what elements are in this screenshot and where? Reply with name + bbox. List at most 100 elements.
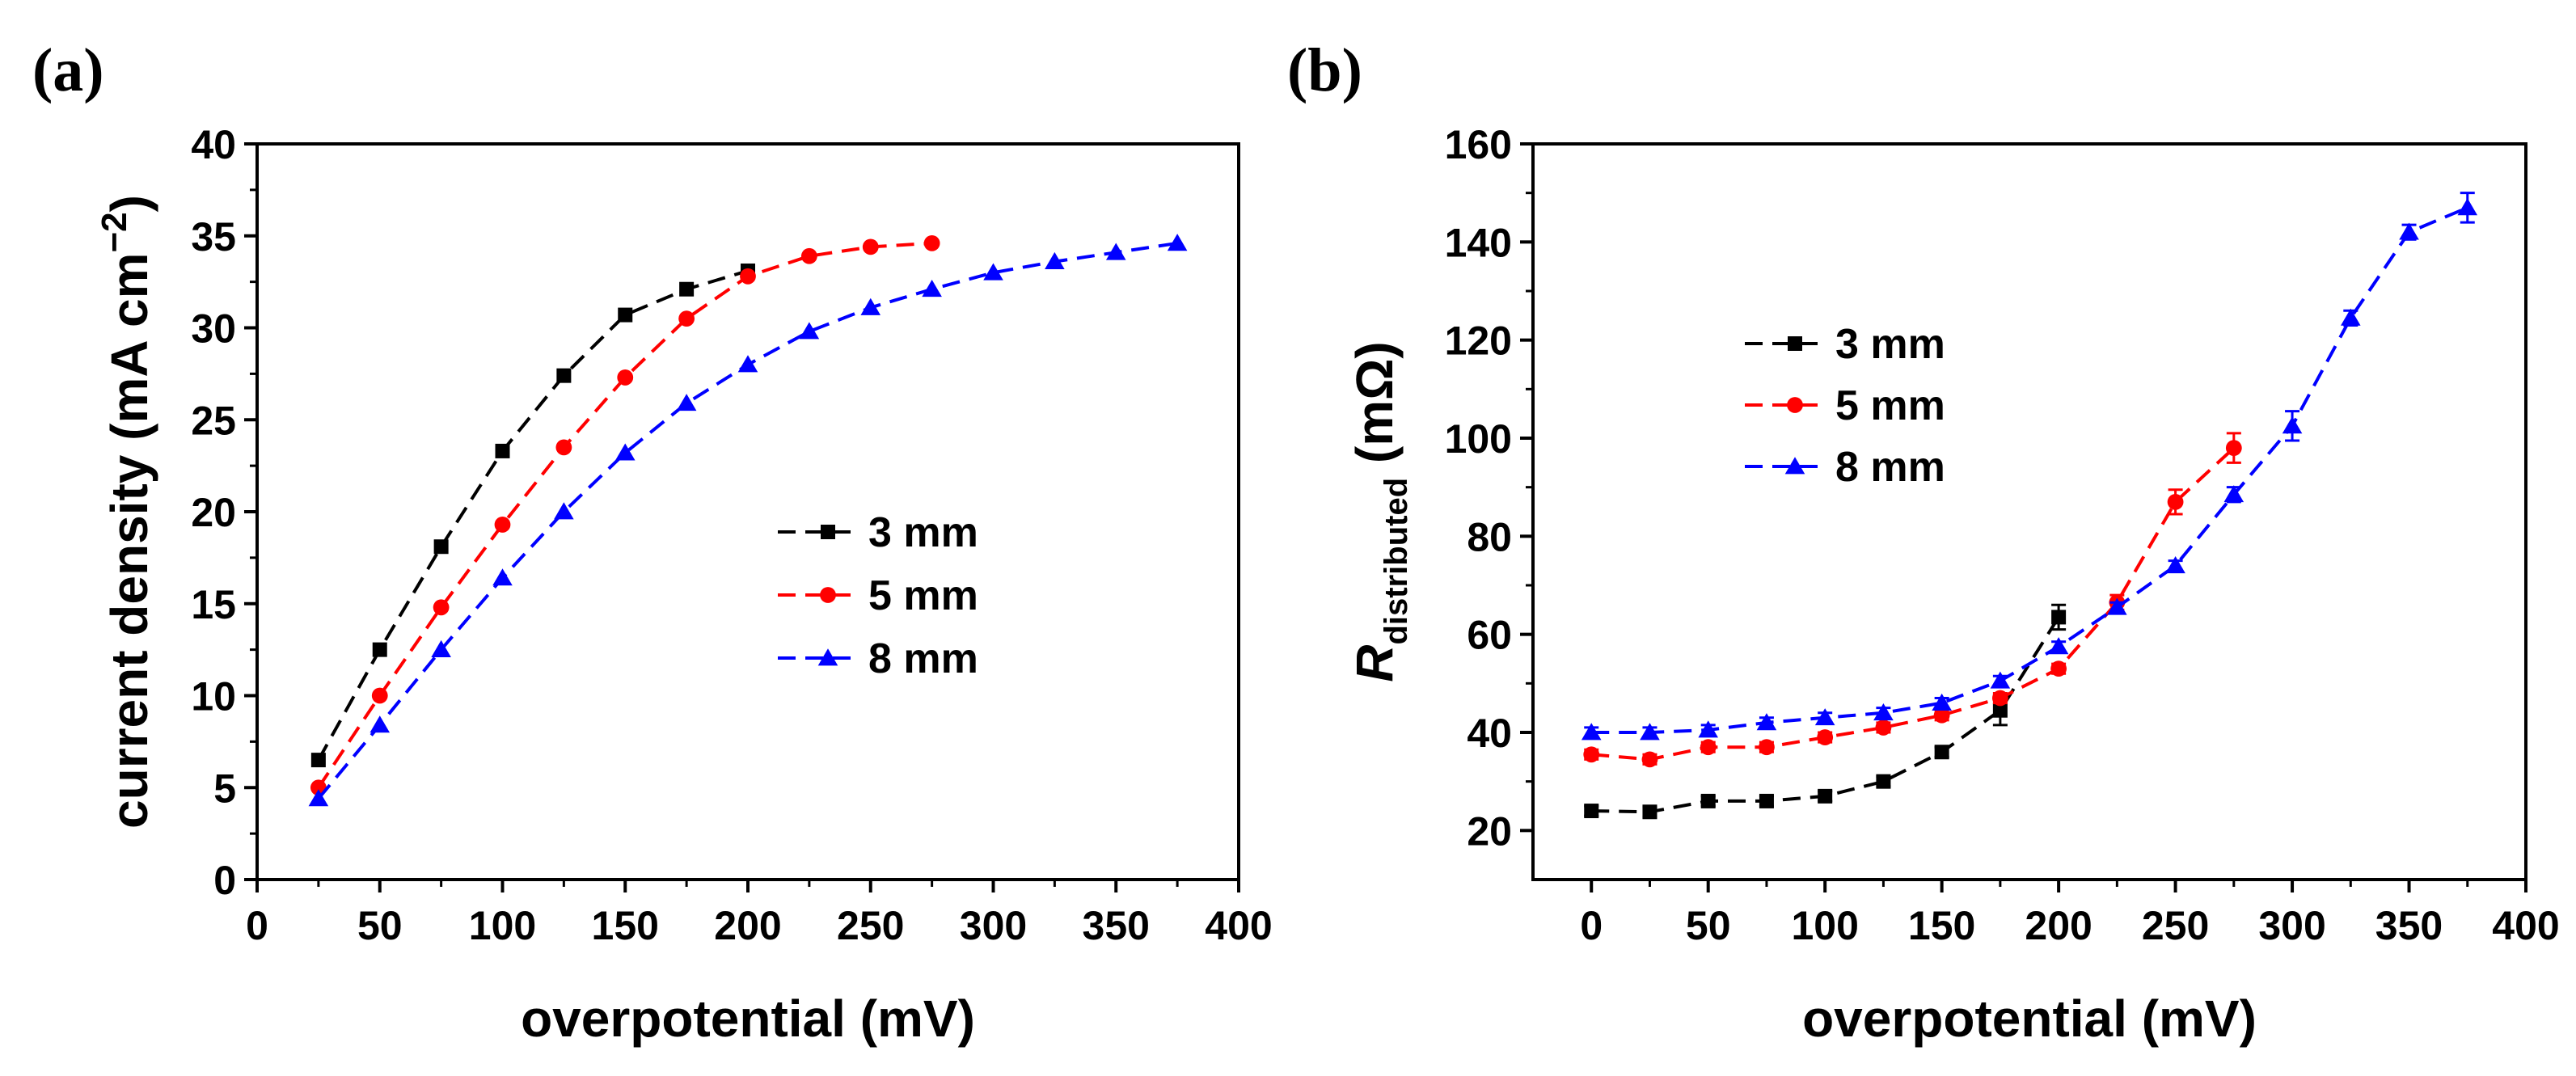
panel-a-data-point (492, 568, 513, 586)
panel-b-data-point (2165, 556, 2185, 574)
panel-b-legend-label: 8 mm (1835, 444, 1945, 491)
panel-a-data-point (370, 715, 391, 733)
panel-a-data-point (983, 263, 1003, 281)
panel-a-data-point (614, 443, 636, 461)
panel-b-data-point (1700, 793, 1716, 808)
panel-a-legend-label: 8 mm (868, 635, 978, 682)
panel-b-y-tick-label: 40 (1467, 711, 1512, 756)
panel-b-y-tick-label: 20 (1467, 808, 1512, 854)
panel-b-series-8-mm (1581, 192, 2478, 741)
panel-b-series-line (1591, 446, 2236, 762)
panel-a-data-point (676, 394, 697, 411)
panel-a-y-tick-label: 10 (191, 674, 236, 719)
panel-a-x-tick-label: 150 (592, 903, 659, 948)
panel-b-y-tick-label: 140 (1445, 220, 1512, 265)
panel-b-data-point (1873, 703, 1894, 721)
panel-b-series-3-mm (1584, 603, 2067, 820)
panel-a-y-title-superscript: −2 (95, 212, 134, 252)
panel-b-data-point (1990, 671, 2011, 689)
panel-b-x-tick-label: 150 (1908, 903, 1975, 948)
panel-a-data-point (310, 753, 326, 768)
panel-b-data-point (1640, 723, 1660, 741)
panel-a-data-point (431, 639, 451, 657)
panel-a-data-point (617, 369, 634, 386)
panel-a-x-tick-label: 400 (1205, 903, 1272, 948)
panel-b-data-point (2048, 637, 2069, 655)
panel-a-data-point (371, 687, 388, 704)
panel-a-data-point (1105, 243, 1126, 260)
panel-a-series-5-mm (310, 234, 940, 796)
panel-a-y-axis-title: current density (mA cm−2) (95, 195, 158, 829)
panel-b-data-point (2341, 308, 2361, 326)
panel-b-legend-swatch-marker (1787, 397, 1803, 413)
panel-b-data-point (2399, 222, 2419, 240)
panel-b-label: (b) (1287, 36, 1362, 104)
panel-a-y-title-main: current density (mA cm (100, 253, 158, 829)
panel-a-data-point (678, 310, 695, 327)
panel-a-data-point (800, 247, 817, 264)
panel-b-y-title-subscript: distributed (1379, 478, 1414, 645)
panel-a-data-point (372, 642, 387, 657)
panel-a-legend-swatch-marker (821, 525, 835, 539)
panel-a-series-line (317, 269, 749, 762)
panel-b-series-line (1591, 206, 2468, 734)
panel-b-x-axis-title: overpotential (mV) (1802, 989, 2257, 1048)
panel-b-y-title-unit: (mΩ) (1345, 341, 1404, 478)
panel-a-data-point (495, 443, 510, 458)
panel-b-data-point (2282, 416, 2303, 434)
panel-a-data-point (923, 234, 940, 251)
panel-a-x-tick-label: 200 (714, 903, 781, 948)
panel-b-legend-swatch-marker (1788, 336, 1802, 351)
panel-a-data-point (556, 368, 572, 383)
panel-a-x-tick-label: 250 (837, 903, 904, 948)
panel-b-legend-label: 5 mm (1835, 382, 1945, 429)
panel-a-data-point (860, 297, 881, 315)
panel-b-y-tick-label: 120 (1445, 319, 1512, 364)
panel-b-y-title-italic: R (1345, 645, 1404, 682)
panel-b-data-point (2225, 440, 2242, 457)
panel-a-y-tick-label: 35 (191, 214, 236, 260)
panel-b-data-point (1814, 708, 1835, 726)
panel-b-axes: 0 50 100 150 200 250 300 350 400 20 40 60 80 100 120 14… (1445, 122, 2560, 948)
panel-b-x-tick-label: 400 (2492, 903, 2559, 948)
panel-b-data-point (1991, 690, 2008, 707)
panel-a-legend-swatch-marker (817, 648, 838, 666)
panel-a-plot-frame (255, 142, 1240, 881)
panel-b-data-point (1756, 713, 1777, 731)
panel-a-y-tick-label: 20 (191, 490, 236, 535)
panel-a-legend-label: 3 mm (868, 509, 978, 556)
panel-b-data-point (2050, 660, 2067, 677)
panel-a-data-point (799, 322, 820, 340)
panel-a-data-point (740, 268, 756, 285)
panel-a-x-tick-label: 300 (960, 903, 1027, 948)
panel-b-data-point (1932, 693, 1952, 711)
panel-a-x-tick-label: 0 (246, 903, 268, 948)
panel-a-data-point (737, 355, 758, 373)
panel-a-data-point (554, 502, 574, 520)
panel-a-y-tick-label: 30 (191, 306, 236, 352)
panel-a-data-point (494, 517, 511, 533)
panel-a-data-point (922, 280, 942, 297)
panel-b-data-point (1584, 804, 1599, 819)
panel-b-data-point (1641, 751, 1658, 768)
panel-b-data-point (1581, 723, 1602, 741)
panel-b-series (1581, 192, 2478, 820)
panel-b-data-point (1817, 729, 1834, 745)
panel-a-series (308, 234, 1188, 807)
panel-b-data-point (1642, 804, 1658, 820)
panel-a-data-point (433, 599, 450, 616)
panel-b-plot-frame (1531, 142, 2527, 881)
panel-a-y-tick-label: 15 (191, 582, 236, 627)
panel-a-x-axis-title: overpotential (mV) (521, 989, 975, 1048)
panel-b-y-tick-label: 100 (1445, 416, 1512, 462)
panel-b-legend: 3 mm 5 mm 8 mm (1745, 321, 1945, 491)
panel-b-x-tick-label: 350 (2375, 903, 2443, 948)
panel-b-data-point (1698, 720, 1718, 738)
panel-b-x-tick-label: 300 (2258, 903, 2325, 948)
panel-a-series-line (317, 241, 932, 789)
panel-b-x-tick-label: 50 (1686, 903, 1731, 948)
panel-b-data-point (2457, 198, 2478, 216)
panel-b-x-tick-label: 250 (2142, 903, 2209, 948)
panel-a-y-tick-label: 0 (213, 858, 236, 903)
